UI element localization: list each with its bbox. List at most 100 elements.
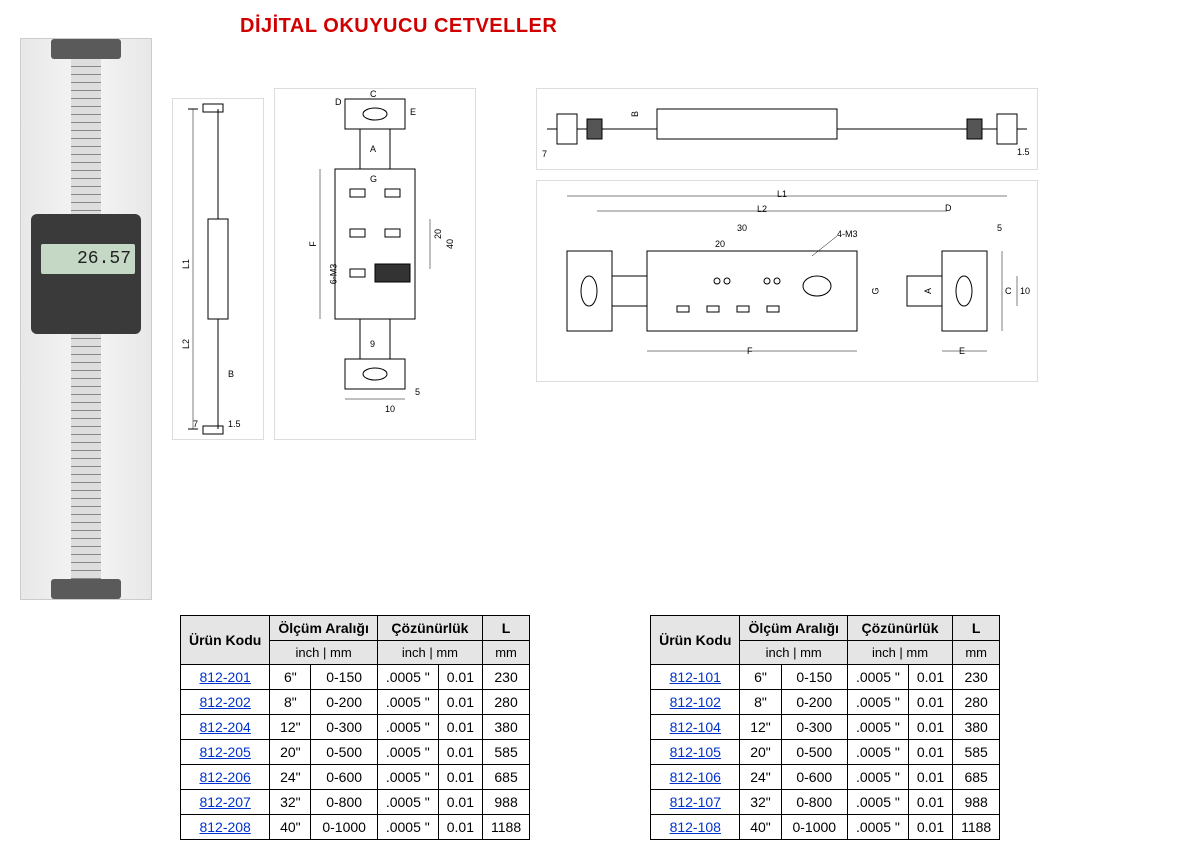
cell: .0005 " [847, 740, 908, 765]
dim-E: E [410, 107, 416, 117]
dim-1-5b: 1.5 [1017, 147, 1030, 157]
cell: 0.01 [908, 740, 952, 765]
cell: 0.01 [438, 815, 482, 840]
cell: 0-500 [781, 740, 847, 765]
table-row: 812-1016"0-150.0005 "0.01230 [651, 665, 1000, 690]
cell: 8" [740, 690, 781, 715]
dim-7b: 7 [542, 149, 547, 159]
cell: .0005 " [377, 665, 438, 690]
dim-30: 30 [737, 223, 747, 233]
dim-Db: D [945, 203, 952, 213]
product-code-link[interactable]: 812-204 [199, 719, 250, 735]
cell: 685 [953, 765, 1000, 790]
content-row: 26.57 L1 L2 B 7 1.5 [10, 38, 1182, 600]
cell: 12" [270, 715, 311, 740]
cell: 0-500 [311, 740, 377, 765]
product-code-link[interactable]: 812-201 [199, 669, 250, 685]
th-L-unit: mm [483, 641, 530, 665]
cell: 0.01 [438, 790, 482, 815]
dim-10b: 10 [1020, 286, 1030, 296]
cell: .0005 " [377, 690, 438, 715]
th-product: Ürün Kodu [651, 616, 740, 665]
table-row: 812-20624"0-600.0005 "0.01685 [181, 765, 530, 790]
cell: 0.01 [908, 690, 952, 715]
table-row: 812-10732"0-800.0005 "0.01988 [651, 790, 1000, 815]
cell: 40" [270, 815, 311, 840]
product-photo: 26.57 [20, 38, 152, 600]
cell: .0005 " [377, 740, 438, 765]
cell: 0-150 [311, 665, 377, 690]
cell: 24" [270, 765, 311, 790]
product-code-link[interactable]: 812-101 [670, 669, 721, 685]
dim-7: 7 [193, 419, 198, 429]
cell: 0-800 [311, 790, 377, 815]
dim-Eb: E [959, 346, 965, 356]
table-row: 812-20520"0-500.0005 "0.01585 [181, 740, 530, 765]
th-range: Ölçüm Aralığı [740, 616, 848, 641]
dim-1-5: 1.5 [228, 419, 241, 429]
product-code-link[interactable]: 812-107 [670, 794, 721, 810]
dim-L2b: L2 [757, 204, 767, 214]
product-code-link[interactable]: 812-106 [670, 769, 721, 785]
product-code-link[interactable]: 812-205 [199, 744, 250, 760]
cell: 0-200 [311, 690, 377, 715]
dim-5b: 5 [997, 223, 1002, 233]
cell: 0-800 [781, 790, 847, 815]
dim-L1: L1 [181, 259, 191, 269]
cell: 20" [740, 740, 781, 765]
horizontal-diagrams: B 7 1.5 [536, 38, 1038, 600]
dim-C: C [370, 89, 377, 99]
product-code-link[interactable]: 812-208 [199, 819, 250, 835]
th-L-unit: mm [953, 641, 1000, 665]
th-L: L [483, 616, 530, 641]
cell: 380 [953, 715, 1000, 740]
table-row: 812-20840"0-1000.0005 "0.011188 [181, 815, 530, 840]
product-code-link[interactable]: 812-202 [199, 694, 250, 710]
dim-Fb: F [747, 346, 753, 356]
vertical-diagrams: L1 L2 B 7 1.5 [172, 48, 476, 600]
cell: 280 [953, 690, 1000, 715]
dim-A: A [370, 144, 376, 154]
cell: .0005 " [377, 790, 438, 815]
product-code-link[interactable]: 812-207 [199, 794, 250, 810]
product-code-link[interactable]: 812-104 [670, 719, 721, 735]
table-row: 812-2028"0-200.0005 "0.01280 [181, 690, 530, 715]
cell: 6" [740, 665, 781, 690]
product-code-link[interactable]: 812-105 [670, 744, 721, 760]
spec-table-right: Ürün Kodu Ölçüm Aralığı Çözünürlük L inc… [650, 615, 1000, 840]
dim-Gb: G [871, 287, 881, 294]
tables-row: Ürün Kodu Ölçüm Aralığı Çözünürlük L inc… [180, 615, 1182, 840]
product-code-link[interactable]: 812-108 [670, 819, 721, 835]
th-product: Ürün Kodu [181, 616, 270, 665]
cell: 0-600 [781, 765, 847, 790]
cell: 20" [270, 740, 311, 765]
spec-table-left: Ürün Kodu Ölçüm Aralığı Çözünürlük L inc… [180, 615, 530, 840]
cell: .0005 " [377, 815, 438, 840]
th-L: L [953, 616, 1000, 641]
cell: 32" [740, 790, 781, 815]
th-range-units: inch | mm [270, 641, 378, 665]
th-res-units: inch | mm [377, 641, 482, 665]
cell: 0-1000 [781, 815, 847, 840]
cell: 0.01 [908, 715, 952, 740]
cell: .0005 " [847, 815, 908, 840]
cell: .0005 " [847, 690, 908, 715]
cell: 0-200 [781, 690, 847, 715]
dim-5: 5 [415, 387, 420, 397]
cell: .0005 " [377, 765, 438, 790]
cell: 1188 [483, 815, 530, 840]
product-code-link[interactable]: 812-206 [199, 769, 250, 785]
cell: 0.01 [438, 740, 482, 765]
product-code-link[interactable]: 812-102 [670, 694, 721, 710]
dim-10: 10 [385, 404, 395, 414]
table-row: 812-105 20"0-500.0005 "0.01585 [651, 740, 1000, 765]
cell: 0.01 [908, 765, 952, 790]
th-res-units: inch | mm [847, 641, 952, 665]
cell: 6" [270, 665, 311, 690]
dim-4M3: 4-M3 [837, 229, 858, 239]
cell: 24" [740, 765, 781, 790]
dim-Cb: C [1005, 286, 1012, 296]
cell: 0-600 [311, 765, 377, 790]
cell: 0.01 [438, 715, 482, 740]
cell: 585 [953, 740, 1000, 765]
